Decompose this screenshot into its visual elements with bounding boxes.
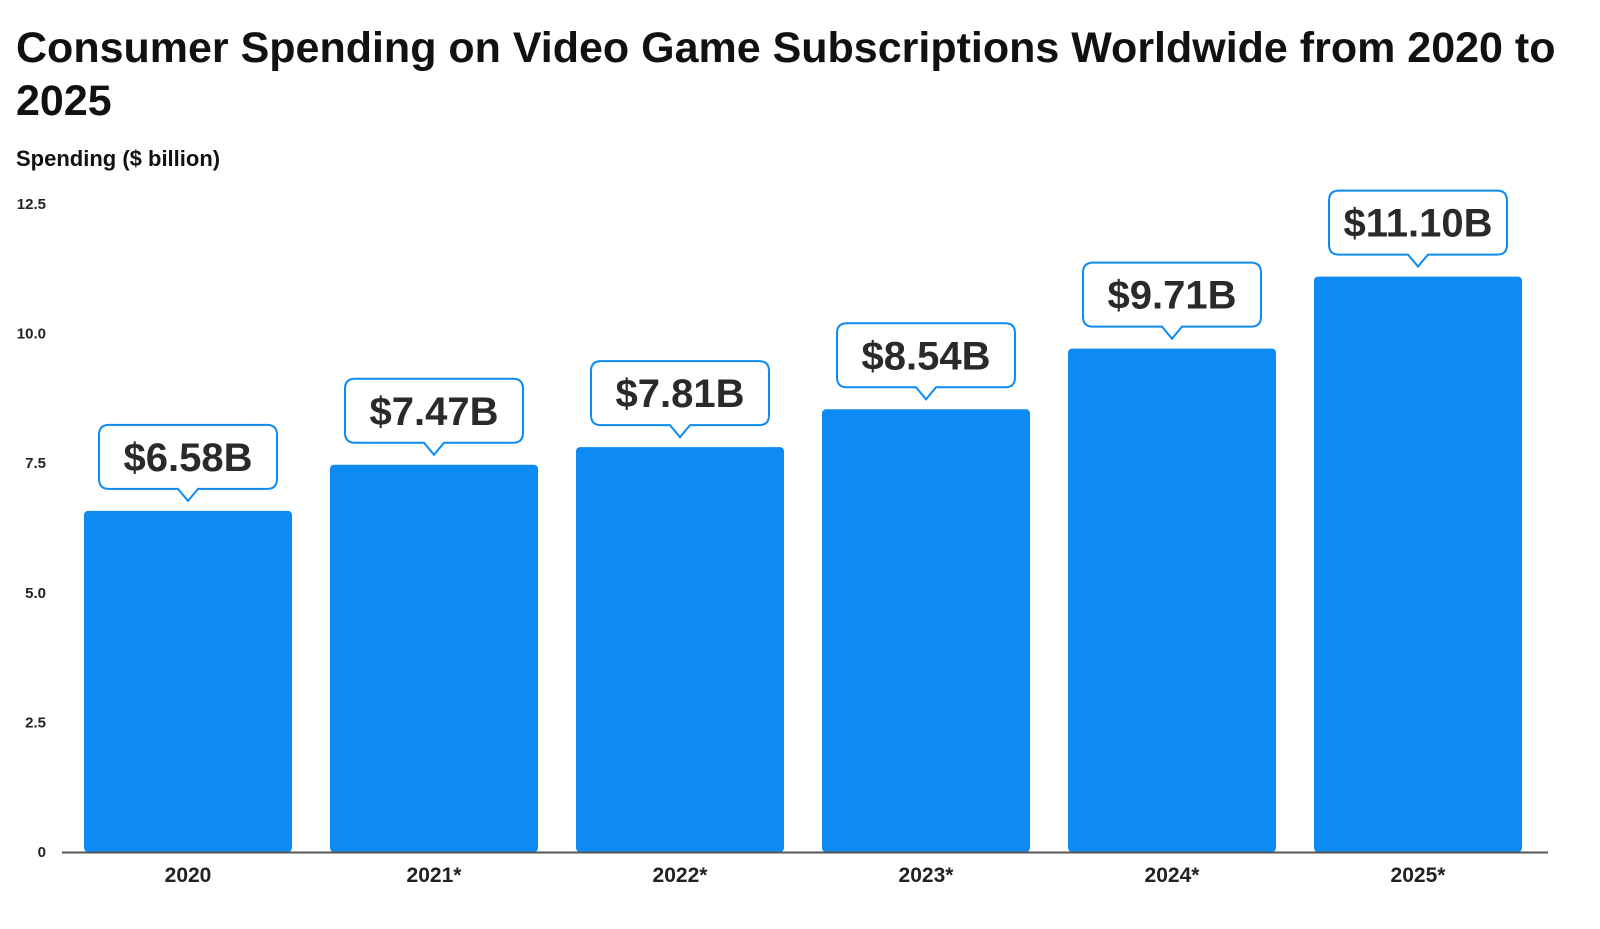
data-label-bubble bbox=[1328, 189, 1508, 269]
x-tick-label: 2022* bbox=[653, 864, 709, 887]
data-label: $9.71B bbox=[1108, 274, 1237, 318]
data-label-bubble bbox=[1082, 261, 1262, 341]
data-label-callouts: $6.58B $7.47B $7.81B $8.54B $9.71B $11.10B bbox=[98, 189, 1508, 503]
x-tick-label: 2021* bbox=[407, 864, 463, 887]
y-tick-label: 12.5 bbox=[17, 196, 46, 213]
data-label-bubble bbox=[344, 377, 524, 457]
data-label-bubble bbox=[590, 360, 770, 439]
bar bbox=[84, 510, 292, 852]
bar bbox=[576, 447, 784, 852]
y-tick-label: 2.5 bbox=[25, 714, 46, 731]
y-axis-ticks: 0 2.5 5.0 7.5 10.0 12.5 bbox=[17, 196, 46, 861]
x-tick-label: 2023* bbox=[899, 864, 955, 887]
data-label-bubble bbox=[836, 322, 1016, 401]
bar bbox=[822, 409, 1030, 852]
bar bbox=[1068, 348, 1276, 852]
x-tick-label: 2024* bbox=[1145, 864, 1201, 887]
data-label: $7.81B bbox=[616, 372, 745, 416]
data-label: $11.10B bbox=[1343, 202, 1492, 246]
y-tick-label: 7.5 bbox=[25, 455, 46, 472]
y-tick-label: 10.0 bbox=[17, 326, 46, 343]
bars-group bbox=[84, 276, 1522, 852]
y-tick-label: 0 bbox=[38, 844, 46, 861]
x-tick-label: 2025* bbox=[1391, 864, 1447, 887]
x-axis-labels: 2020 2021* 2022* 2023* 2024* 2025* bbox=[165, 864, 1447, 887]
bar bbox=[330, 464, 538, 852]
data-label: $6.58B bbox=[124, 436, 253, 480]
y-tick-label: 5.0 bbox=[25, 585, 46, 602]
data-label-bubble bbox=[98, 423, 278, 503]
x-tick-label: 2020 bbox=[165, 864, 212, 887]
chart-title: Consumer Spending on Video Game Subscrip… bbox=[16, 24, 1556, 125]
data-label: $7.47B bbox=[370, 390, 499, 434]
y-axis-title: Spending ($ billion) bbox=[16, 146, 221, 171]
data-label: $8.54B bbox=[862, 334, 991, 378]
bar bbox=[1314, 276, 1522, 852]
